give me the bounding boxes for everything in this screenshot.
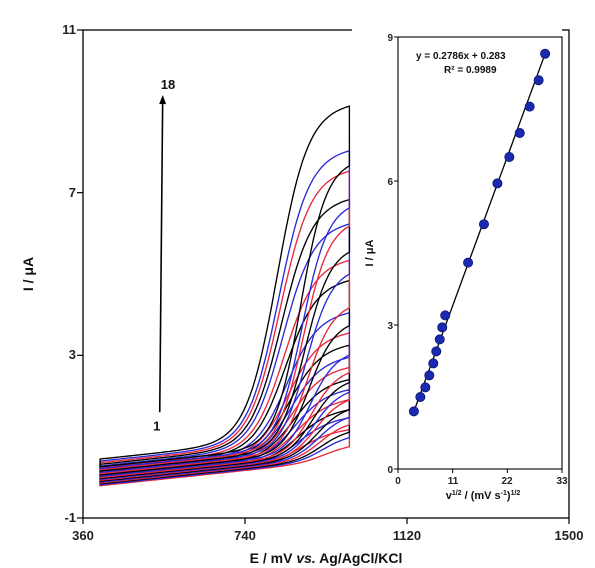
inset-x-axis-title: v1/2 / (mV s-1)1/2 [446, 490, 521, 502]
data-point [434, 334, 445, 345]
inset-x-tick-label: 33 [556, 476, 568, 487]
fit-equation-label: y = 0.2786x + 0.283 [416, 51, 506, 62]
x-title-italic: vs. [296, 550, 315, 566]
voltammogram-curve [99, 356, 351, 481]
voltammogram-curve [99, 105, 351, 468]
inset-plot-frame [397, 36, 563, 470]
main-y-tick-label: 11 [62, 22, 76, 37]
main-y-tick-label: -1 [64, 510, 76, 525]
main-x-tick-label: 740 [234, 528, 256, 543]
data-point [463, 257, 474, 268]
data-point [415, 391, 426, 402]
inset-y-axis-title: I / μA [364, 239, 376, 266]
arrow-start-label: 1 [153, 418, 160, 433]
data-point [431, 346, 442, 357]
data-point [514, 127, 525, 138]
inset-y-tick-label: 9 [387, 33, 393, 44]
voltammogram-curve [99, 149, 351, 470]
main-chart: 360 740 1120 1500 -1 3 7 11 E / mV vs. A… [20, 22, 583, 566]
inset-x-tick-label: 0 [395, 476, 401, 487]
main-y-tick-label: 7 [69, 185, 76, 200]
scan-rate-arrow [158, 104, 164, 413]
data-point [420, 382, 431, 393]
main-y-axis-title: I / μA [20, 257, 36, 291]
data-point [408, 406, 419, 417]
main-y-ticks [77, 29, 83, 519]
data-point [540, 48, 551, 59]
main-y-tick-label: 3 [69, 347, 76, 362]
voltammogram-curve [99, 170, 351, 471]
data-point [440, 310, 451, 321]
x-title-part: E / mV [250, 550, 297, 566]
main-x-tick-label: 1500 [555, 528, 584, 543]
inset-x-tick-label: 11 [448, 476, 459, 487]
inset-x-tick-label: 22 [501, 476, 513, 487]
inset-x-title-part: / (mV s [462, 490, 501, 502]
main-x-tick-label: 1120 [393, 528, 421, 543]
fit-r2-label: R² = 0.9989 [444, 65, 497, 76]
voltammogram-curve [99, 198, 351, 472]
inset-x-title-sup: 1/2 [452, 490, 462, 497]
main-x-tick-label: 360 [72, 528, 94, 543]
data-point [524, 101, 535, 112]
voltammogram-curves [99, 105, 351, 487]
inset-y-tick-label: 0 [387, 465, 393, 476]
data-point [478, 219, 489, 230]
data-point [504, 151, 515, 162]
main-plot-frame [82, 29, 570, 519]
inset-x-title-sup: -1 [501, 490, 507, 497]
inset-ticks [394, 36, 563, 473]
data-point [437, 322, 448, 333]
arrow-end-label: 18 [161, 77, 175, 92]
data-point [492, 178, 503, 189]
inset-data-points [408, 48, 551, 417]
data-point [428, 358, 439, 369]
inset-y-tick-label: 3 [387, 321, 393, 332]
main-x-ticks [82, 518, 570, 524]
scan-rate-arrowhead [159, 95, 167, 105]
inset-x-title-part: ) [507, 490, 511, 502]
inset-chart: 0 11 22 33 0 3 6 9 v1/2 / (mV s-1)1/2 I … [352, 28, 568, 502]
main-x-axis-title: E / mV vs. Ag/AgCl/KCl [250, 550, 403, 566]
inset-y-tick-label: 6 [387, 177, 393, 188]
inset-x-title-sup: 1/2 [511, 490, 521, 497]
inset-x-title-part: v [446, 490, 453, 502]
voltammogram-curve [99, 222, 351, 474]
data-point [424, 370, 435, 381]
data-point [533, 75, 544, 86]
x-title-part: Ag/AgCl/KCl [316, 550, 403, 566]
